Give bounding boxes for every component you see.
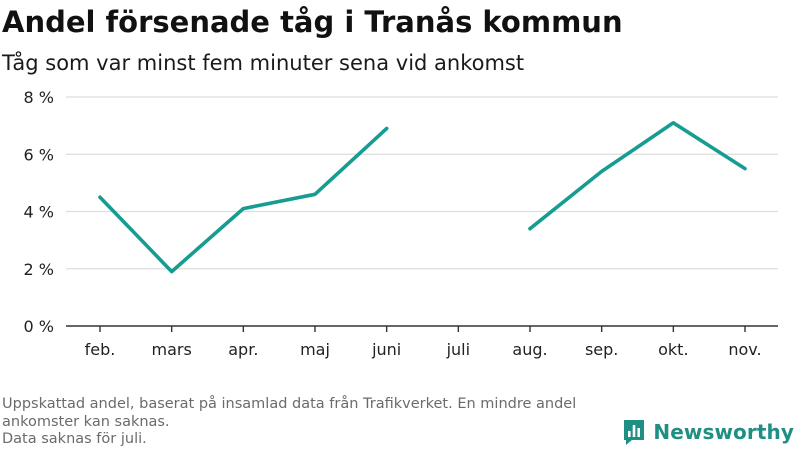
y-tick-label: 4 % <box>24 203 54 222</box>
series-line <box>528 121 747 231</box>
footnote: Uppskattad andel, baserat på insamlad da… <box>2 396 642 449</box>
x-tick-label: juli <box>446 340 470 359</box>
y-tick-label: 8 % <box>24 88 54 107</box>
x-axis-ticks: feb. mars apr. maj juni juli aug. sep. okt. nov. <box>85 326 762 359</box>
x-tick-label: juni <box>371 340 401 359</box>
y-tick-label: 0 % <box>24 317 54 336</box>
x-tick-label: sep. <box>585 340 618 359</box>
x-tick-label: mars <box>152 340 192 359</box>
y-tick-label: 2 % <box>24 260 54 279</box>
series-lines <box>98 121 747 274</box>
x-tick-label: apr. <box>228 340 258 359</box>
newsworthy-logo-icon <box>624 420 645 445</box>
brand-logo: Newsworthy <box>622 418 794 446</box>
series-line <box>98 126 389 274</box>
y-axis-ticks: 0 % 2 % 4 % 6 % 8 % <box>24 88 54 336</box>
footnote-line: ankomster kan saknas. <box>2 413 170 430</box>
x-tick-label: feb. <box>85 340 116 359</box>
x-tick-label: okt. <box>658 340 688 359</box>
footnote-line: Data saknas för juli. <box>2 431 147 447</box>
x-tick-label: aug. <box>512 340 547 359</box>
y-tick-label: 6 % <box>24 145 54 164</box>
chart-title: Andel försenade tåg i Tranås kommun <box>2 5 623 39</box>
x-tick-label: maj <box>300 340 330 359</box>
brand-name: Newsworthy <box>653 420 794 444</box>
line-chart: 0 % 2 % 4 % 6 % 8 % feb. mars apr. maj juni juli a… <box>24 88 778 359</box>
grid-lines <box>66 96 778 270</box>
x-tick-label: nov. <box>728 340 761 359</box>
chart-subtitle: Tåg som var minst fem minuter sena vid a… <box>2 51 525 75</box>
footnote-line: Uppskattad andel, baserat på insamlad da… <box>2 396 577 412</box>
